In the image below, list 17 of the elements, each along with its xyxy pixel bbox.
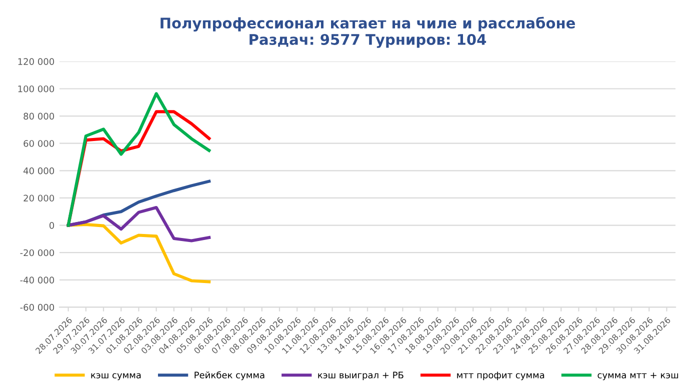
y-tick-label: 40 000 (23, 167, 54, 174)
y-tick-label: 80 000 (24, 112, 54, 120)
legend-label: мтт профит сумма (457, 372, 544, 380)
legend-label: Рейкбек сумма (194, 371, 264, 380)
y-tick-label: -40 000 (20, 276, 54, 284)
y-tick-label: 0 (49, 222, 54, 229)
legend-label: сумма мтт + кэш (598, 372, 678, 380)
y-tick-label: 20 000 (24, 194, 54, 202)
y-tick-label: -60 000 (20, 304, 54, 311)
y-tick-label: 60 000 (24, 140, 54, 147)
y-tick-label: -20 000 (20, 249, 54, 256)
line-series (66, 206, 211, 242)
y-tick-label: 100 000 (18, 85, 54, 92)
legend-label: кэш сумма (91, 373, 141, 380)
chart-title: Полупрофессионал катает на чиле и расслабоне Раздач: 9577 Турниров: 104 (160, 16, 575, 48)
y-tick-label: 120 000 (18, 58, 54, 65)
legend-label: кэш выиграл + РБ (318, 372, 404, 380)
